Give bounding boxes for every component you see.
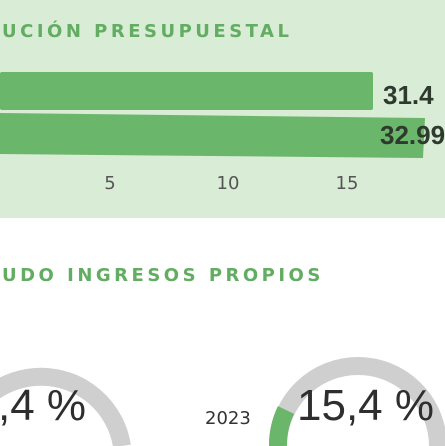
gauge-year: 2023 xyxy=(205,408,251,429)
bar-label: 31.4 xyxy=(383,80,434,110)
section-title: UCIÓN PRESUPUESTAL xyxy=(2,20,292,42)
axis-tick-label: 15 xyxy=(336,173,359,194)
gauge-label: ,4 % xyxy=(0,381,86,430)
bar xyxy=(0,113,425,158)
bar xyxy=(0,72,373,110)
bar-label: 32.99 xyxy=(380,120,445,150)
gauge-label: 15,4 % xyxy=(297,381,434,430)
gauge-track xyxy=(0,367,131,446)
gauge-fill xyxy=(269,406,295,446)
axis-tick-label: 5 xyxy=(104,173,115,194)
axis-tick-label: 10 xyxy=(217,173,240,194)
section-title: UDO INGRESOS PROPIOS xyxy=(2,265,324,286)
